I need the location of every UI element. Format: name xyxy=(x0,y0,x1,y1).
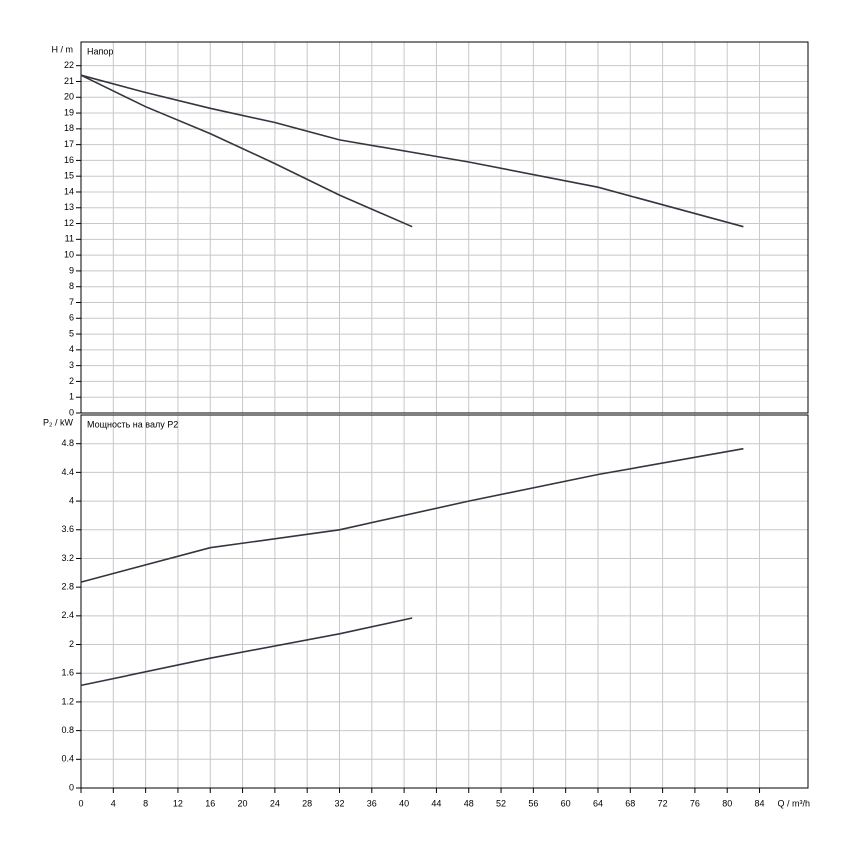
y-axis-label: P₂ / kW xyxy=(43,417,73,427)
x-tick-label: 80 xyxy=(722,798,732,808)
y-tick-label: 2.8 xyxy=(61,582,74,592)
y-tick-label: 4 xyxy=(69,344,74,354)
x-tick-label: 84 xyxy=(755,798,765,808)
x-tick-label: 0 xyxy=(78,798,83,808)
y-tick-label: 7 xyxy=(69,297,74,307)
x-tick-label: 44 xyxy=(431,798,441,808)
y-tick-label: 12 xyxy=(64,218,74,228)
y-tick-label: 14 xyxy=(64,186,74,196)
y-tick-label: 21 xyxy=(64,76,74,86)
y-tick-label: 1.2 xyxy=(61,696,74,706)
x-tick-label: 76 xyxy=(690,798,700,808)
y-tick-label: 2.4 xyxy=(61,610,74,620)
y-tick-label: 17 xyxy=(64,139,74,149)
x-tick-label: 56 xyxy=(528,798,538,808)
x-tick-label: 60 xyxy=(561,798,571,808)
x-tick-label: 48 xyxy=(464,798,474,808)
y-tick-label: 0.8 xyxy=(61,725,74,735)
y-tick-label: 4.4 xyxy=(61,467,74,477)
y-tick-label: 5 xyxy=(69,328,74,338)
x-axis-label: Q / m³/h xyxy=(777,798,810,808)
x-tick-label: 36 xyxy=(367,798,377,808)
curve xyxy=(80,74,413,228)
y-tick-label: 22 xyxy=(64,60,74,70)
x-tick-label: 12 xyxy=(173,798,183,808)
y-tick-label: 6 xyxy=(69,313,74,323)
plot-frame xyxy=(80,414,809,789)
y-tick-label: 8 xyxy=(69,281,74,291)
x-tick-label: 8 xyxy=(143,798,148,808)
x-tick-label: 64 xyxy=(593,798,603,808)
x-tick-label: 40 xyxy=(399,798,409,808)
x-tick-label: 16 xyxy=(205,798,215,808)
y-tick-label: 9 xyxy=(69,265,74,275)
panel-title: Напор xyxy=(87,46,113,56)
x-tick-label: 52 xyxy=(496,798,506,808)
y-tick-label: 0 xyxy=(69,407,74,417)
y-axis-label: H / m xyxy=(52,44,74,54)
x-tick-label: 28 xyxy=(302,798,312,808)
y-tick-label: 20 xyxy=(64,92,74,102)
y-tick-label: 15 xyxy=(64,171,74,181)
curve xyxy=(80,74,744,228)
y-tick-label: 1.6 xyxy=(61,668,74,678)
y-tick-label: 16 xyxy=(64,155,74,165)
x-tick-label: 24 xyxy=(270,798,280,808)
y-tick-label: 19 xyxy=(64,107,74,117)
y-tick-label: 2 xyxy=(69,639,74,649)
curve xyxy=(80,447,744,583)
y-tick-label: 3 xyxy=(69,360,74,370)
curve xyxy=(80,617,413,687)
y-tick-label: 3.6 xyxy=(61,524,74,534)
y-tick-label: 3.2 xyxy=(61,553,74,563)
y-tick-label: 4 xyxy=(69,495,74,505)
y-tick-label: 0 xyxy=(69,782,74,792)
y-tick-label: 11 xyxy=(65,234,74,244)
x-tick-label: 68 xyxy=(625,798,635,808)
y-tick-label: 13 xyxy=(64,202,74,212)
y-tick-label: 10 xyxy=(64,250,74,260)
x-tick-label: 32 xyxy=(334,798,344,808)
panel-title: Мощность на валу P2 xyxy=(87,419,178,429)
x-tick-label: 20 xyxy=(238,798,248,808)
y-tick-label: 2 xyxy=(69,376,74,386)
y-tick-label: 18 xyxy=(64,123,74,133)
plot-frame xyxy=(80,41,809,414)
y-tick-label: 0.4 xyxy=(61,754,74,764)
x-tick-label: 4 xyxy=(111,798,116,808)
y-tick-label: 1 xyxy=(69,392,74,402)
y-tick-label: 4.8 xyxy=(61,438,74,448)
x-tick-label: 72 xyxy=(658,798,668,808)
